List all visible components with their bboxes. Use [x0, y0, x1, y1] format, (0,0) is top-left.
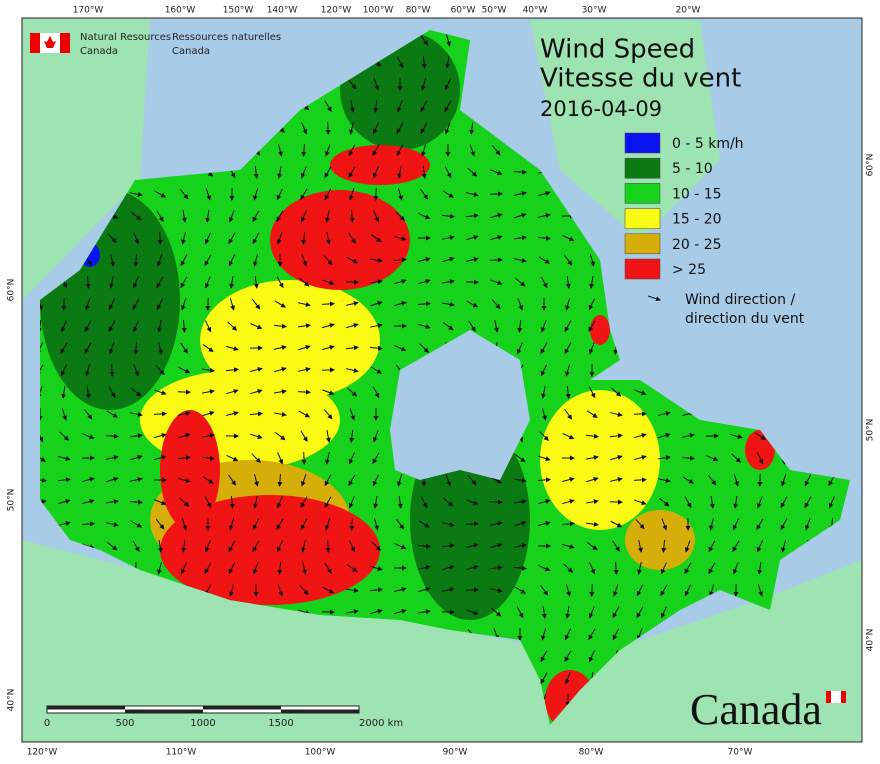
- wind-arrow: [352, 518, 353, 530]
- wind-arrow: [466, 524, 478, 525]
- longitude-label: 60°W: [451, 6, 476, 16]
- date: 2016-04-09: [540, 97, 662, 121]
- wind-arrow: [346, 282, 358, 283]
- agency-name: Canada: [172, 46, 210, 57]
- longitude-label: 100°W: [305, 748, 336, 758]
- legend-label: 20 - 25: [672, 237, 722, 253]
- agency-name: Ressources naturelles: [172, 32, 281, 43]
- latitude-label: 60°N: [7, 279, 17, 302]
- wordmark-flag: [831, 691, 841, 703]
- legend-swatch: [625, 158, 660, 178]
- longitude-label: 150°W: [223, 6, 254, 16]
- wordmark: Canada: [690, 685, 822, 734]
- title: Vitesse du vent: [540, 64, 741, 94]
- legend-swatch: [625, 133, 660, 153]
- wind-arrow: [322, 304, 334, 305]
- title: Wind Speed: [540, 35, 695, 65]
- legend-swatch: [625, 209, 660, 229]
- flag: [30, 33, 40, 53]
- longitude-label: 110°W: [166, 748, 197, 758]
- agency-name: Canada: [80, 46, 118, 57]
- wind-arrow: [490, 502, 502, 503]
- wind-arrow: [466, 590, 478, 591]
- legend-label: 0 - 5 km/h: [672, 136, 744, 152]
- wind-arrow: [490, 260, 502, 261]
- wind-arrow: [304, 452, 305, 464]
- longitude-label: 40°W: [523, 6, 548, 16]
- legend-label: 5 - 10: [672, 161, 713, 177]
- latitude-label: 50°N: [866, 419, 876, 442]
- wind-arrow: [442, 612, 454, 613]
- longitude-label: 90°W: [443, 748, 468, 758]
- agency-name: Natural Resources: [80, 32, 171, 43]
- latitude-label: 40°N: [866, 629, 876, 652]
- wind-arrow: [592, 584, 593, 596]
- longitude-label: 20°W: [676, 6, 701, 16]
- longitude-label: 120°W: [321, 6, 352, 16]
- latitude-label: 50°N: [7, 489, 17, 512]
- scale-label: 500: [115, 718, 134, 729]
- longitude-label: 120°W: [27, 748, 58, 758]
- latitude-label: 40°N: [7, 689, 17, 712]
- legend-swatch: [625, 234, 660, 254]
- scale-label: 2000 km: [359, 718, 403, 729]
- legend-label: Wind direction /: [685, 292, 795, 308]
- legend-label: 10 - 15: [672, 186, 722, 202]
- wind-arrow: [322, 612, 334, 613]
- wind-arrow: [208, 298, 209, 310]
- longitude-label: 160°W: [165, 6, 196, 16]
- latitude-label: 60°N: [866, 154, 876, 177]
- legend-swatch: [625, 183, 660, 203]
- scale-label: 1500: [268, 718, 293, 729]
- longitude-label: 100°W: [363, 6, 394, 16]
- longitude-label: 80°W: [406, 6, 431, 16]
- wind-arrow: [466, 282, 478, 283]
- legend-label: 15 - 20: [672, 212, 722, 228]
- longitude-label: 50°W: [482, 6, 507, 16]
- wind-arrow: [322, 370, 334, 371]
- longitude-label: 70°W: [728, 748, 753, 758]
- longitude-label: 140°W: [267, 6, 298, 16]
- longitude-label: 30°W: [582, 6, 607, 16]
- wind-arrow: [490, 194, 502, 195]
- scale-label: 0: [44, 718, 50, 729]
- legend-label: direction du vent: [685, 311, 805, 327]
- scale-label: 1000: [190, 718, 215, 729]
- wind-arrow: [328, 122, 329, 134]
- longitude-label: 80°W: [579, 748, 604, 758]
- longitude-label: 170°W: [73, 6, 104, 16]
- flag: [60, 33, 70, 53]
- scale-bar: [47, 706, 359, 713]
- legend-label: > 25: [672, 262, 706, 278]
- legend-swatch: [625, 259, 660, 279]
